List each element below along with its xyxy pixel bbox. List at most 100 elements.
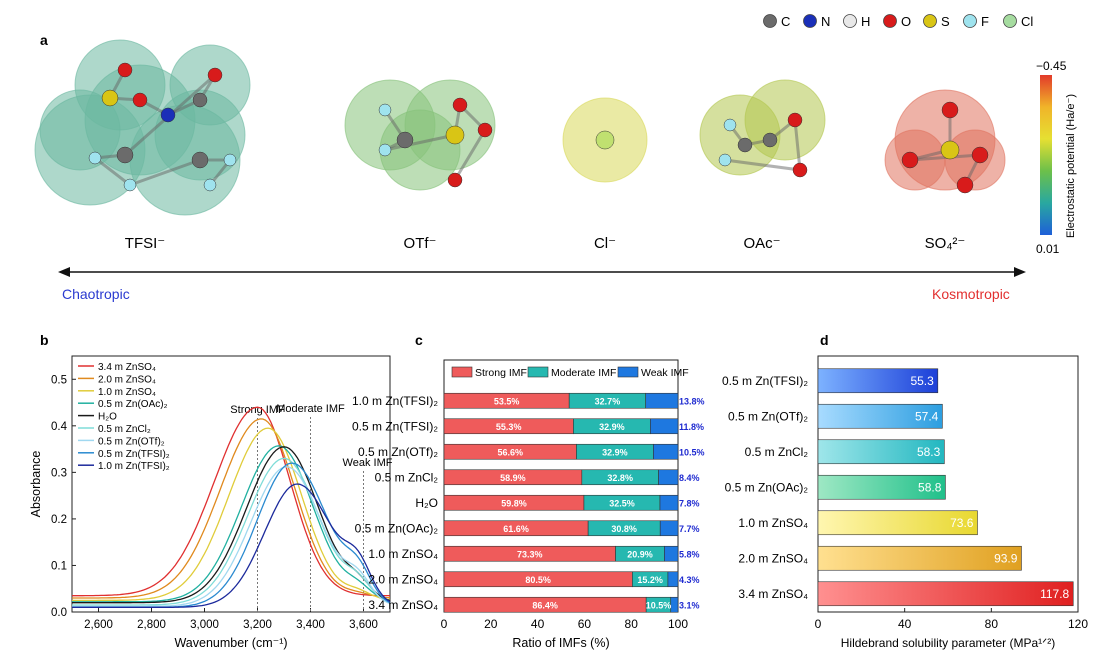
category-label: 1.0 m ZnSO₄	[738, 516, 808, 530]
atom-h-icon	[843, 14, 857, 28]
strong-value-label: 86.4%	[532, 600, 558, 610]
legend-label: Weak IMF	[641, 367, 689, 379]
atom-icon	[941, 101, 959, 119]
x-tick-label: 80	[625, 617, 639, 631]
moderate-value-label: 32.5%	[609, 498, 635, 508]
arrow-left-head	[58, 267, 70, 277]
series-line	[72, 445, 391, 603]
x-tick-label: 80	[985, 617, 999, 631]
annotation-label: Moderate IMF	[276, 403, 345, 415]
legend-label: Moderate IMF	[551, 367, 616, 379]
atom-legend-label: F	[981, 14, 989, 29]
atom-cl-icon	[1003, 14, 1017, 28]
category-label: 3.4 m ZnSO₄	[738, 587, 808, 601]
x-tick-label: 3,600	[349, 619, 378, 631]
bar-value-label: 73.6	[950, 516, 974, 530]
atom-icon	[101, 89, 119, 107]
moderate-value-label: 32.8%	[607, 473, 633, 483]
series-line	[72, 483, 391, 608]
imf-ratio-chart: 0 20 40 60 80 100 Ratio of IMFs (%) Strong IMF M…	[352, 359, 705, 650]
atom-icon	[447, 172, 463, 188]
atom-icon	[792, 162, 808, 178]
weak-value-label: 5.8%	[679, 549, 700, 559]
ion-label: OTf⁻	[404, 235, 437, 252]
strong-value-label: 61.6%	[503, 524, 529, 534]
x-tick-label: 60	[578, 617, 592, 631]
atom-icon	[207, 67, 223, 83]
bond	[129, 158, 201, 187]
legend-label: H₂O	[98, 412, 117, 423]
atom-icon	[595, 130, 615, 150]
legend-label: Strong IMF	[475, 367, 527, 379]
x-tick-label: 3,000	[190, 619, 219, 631]
legend-label: 0.5 m Zn(TFSI)₂	[98, 449, 170, 460]
bar-value-label: 55.3	[910, 374, 934, 388]
atom-legend-label: O	[901, 14, 911, 29]
strong-value-label: 59.8%	[501, 498, 527, 508]
category-label: 0.5 m ZnCl₂	[745, 445, 809, 459]
ion-4-structure	[699, 79, 826, 178]
panel-letter-d: d	[820, 332, 829, 348]
atom-icon	[901, 151, 919, 169]
y-tick-label: 0.3	[51, 467, 67, 479]
ion-5-structure	[884, 89, 1006, 194]
legend-label: 0.5 m ZnCl₂	[98, 424, 151, 435]
x-axis-label: Hildebrand solubility parameter (MPa¹ᐟ²)	[841, 636, 1056, 650]
ftir-absorbance-chart: 2,600 2,800 3,000 3,200 3,400 3,600 0.0 0.1 0.2 0…	[29, 355, 393, 650]
atom-f-icon	[963, 14, 977, 28]
atom-icon	[116, 146, 134, 164]
weak-value-label: 11.8%	[679, 422, 704, 432]
moderate-value-label: 10.5%	[646, 600, 672, 610]
category-label: H₂O	[415, 496, 438, 510]
atom-legend-label: H	[861, 14, 870, 29]
x-tick-label: 2,800	[137, 619, 166, 631]
category-label: 0.5 m Zn(TFSI)₂	[722, 374, 808, 388]
series-line	[72, 466, 391, 608]
bar-weak	[659, 494, 679, 511]
bar-weak	[650, 418, 679, 435]
bar-weak	[664, 545, 679, 562]
atom-icon	[396, 131, 414, 149]
bar	[817, 545, 1022, 571]
atom-icon	[223, 153, 237, 167]
atom-icon	[762, 132, 778, 148]
ion-1-structure	[34, 39, 251, 216]
atom-icon	[160, 107, 176, 123]
ion-label: OAc⁻	[743, 235, 780, 252]
bar-weak	[670, 596, 679, 613]
category-label: 0.5 m ZnCl₂	[375, 470, 439, 484]
bar-value-label: 57.4	[915, 409, 939, 423]
category-label: 0.5 m Zn(OTf)₂	[728, 409, 808, 423]
atom-icon	[787, 112, 803, 128]
atom-icon	[718, 153, 732, 167]
bar	[817, 581, 1074, 607]
bar-weak	[653, 443, 679, 460]
bar	[817, 439, 945, 465]
panel-letter-c: c	[415, 332, 423, 348]
moderate-value-label: 20.9%	[627, 549, 653, 559]
atom-icon	[88, 151, 102, 165]
legend-label: 1.0 m Zn(TFSI)₂	[98, 461, 170, 472]
atom-icon	[117, 62, 133, 78]
y-tick-label: 0.2	[51, 514, 67, 526]
legend-label: 0.5 m Zn(OTf)₂	[98, 436, 165, 447]
bar-weak	[658, 469, 679, 486]
esp-surface	[744, 79, 826, 161]
atom-legend-label: N	[821, 14, 830, 29]
strong-value-label: 58.9%	[500, 473, 526, 483]
bar	[817, 368, 939, 394]
atom-icon	[192, 92, 208, 108]
ion-label: SO₄²⁻	[925, 235, 966, 252]
category-label: 1.0 m ZnSO₄	[368, 547, 438, 561]
category-label: 2.0 m ZnSO₄	[368, 572, 438, 586]
strong-value-label: 53.5%	[494, 396, 520, 406]
atom-icon	[477, 122, 493, 138]
bar-weak	[645, 392, 679, 409]
moderate-value-label: 32.9%	[599, 422, 625, 432]
x-tick-label: 40	[531, 617, 545, 631]
bond	[453, 129, 487, 181]
y-tick-label: 0.5	[51, 374, 67, 386]
atom-icon	[445, 125, 465, 145]
atom-icon	[940, 140, 960, 160]
atom-icon	[132, 92, 148, 108]
